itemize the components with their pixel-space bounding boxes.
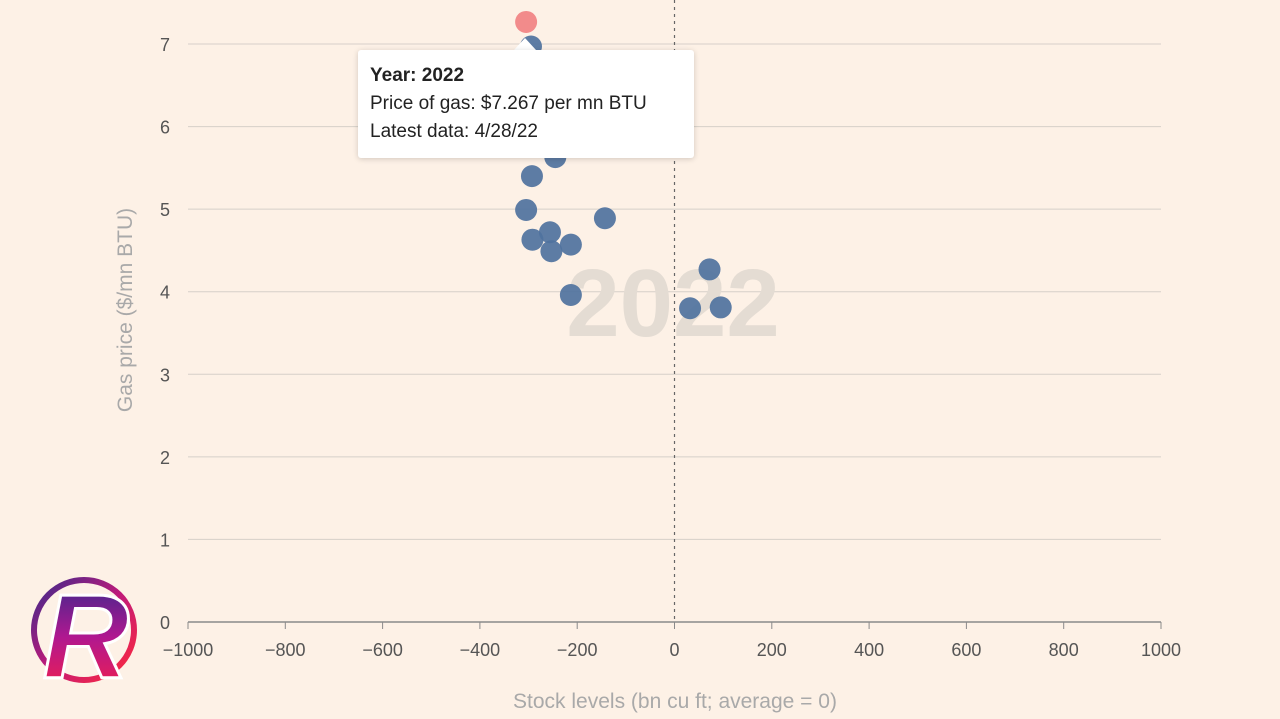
data-point <box>540 240 563 263</box>
x-tick-label: 800 <box>1049 640 1079 660</box>
x-tick-label: 200 <box>757 640 787 660</box>
data-point <box>521 228 544 251</box>
data-point <box>559 284 582 307</box>
channel-logo-icon: R <box>31 569 137 702</box>
grid-lines <box>187 43 1162 629</box>
x-tick-labels: −1000 −800 −600 −400 −200 0 200 400 600 800 1000 <box>163 640 1181 660</box>
x-tick-label: −400 <box>460 640 501 660</box>
y-axis-title: Gas price ($/mn BTU) <box>114 208 137 412</box>
x-axis-title: Stock levels (bn cu ft; average = 0) <box>513 690 837 713</box>
data-point <box>709 296 732 319</box>
x-tick-label: −200 <box>557 640 598 660</box>
data-point <box>593 207 616 230</box>
y-tick-label: 0 <box>160 613 170 633</box>
x-tick-label: −1000 <box>163 640 214 660</box>
y-tick-label: 6 <box>160 118 170 138</box>
tooltip-price: Price of gas: $7.267 per mn BTU <box>370 93 647 114</box>
data-point <box>515 198 538 221</box>
y-tick-label: 4 <box>160 283 170 303</box>
tooltip-caret <box>514 38 536 50</box>
x-tick-label: 1000 <box>1141 640 1181 660</box>
y-tick-label: 7 <box>160 35 170 55</box>
y-tick-label: 5 <box>160 200 170 220</box>
tooltip-year: Year: 2022 <box>370 65 465 86</box>
x-tick-label: 400 <box>854 640 884 660</box>
data-point <box>698 258 721 281</box>
x-tick-label: 0 <box>669 640 679 660</box>
logo-letter: R <box>43 570 130 702</box>
highlighted-data-point <box>515 10 538 33</box>
y-tick-label: 3 <box>160 365 170 385</box>
y-tick-labels: 0 1 2 3 4 5 6 7 <box>160 35 170 633</box>
x-tick-label: −600 <box>362 640 403 660</box>
tooltip-date: Latest data: 4/28/22 <box>370 121 538 142</box>
year-watermark: 2022 <box>566 250 780 357</box>
x-tick-label: −800 <box>265 640 306 660</box>
data-point <box>520 165 543 188</box>
y-tick-label: 2 <box>160 448 170 468</box>
data-tooltip: Year: 2022 Price of gas: $7.267 per mn B… <box>358 50 694 158</box>
y-tick-label: 1 <box>160 530 170 550</box>
data-point <box>538 221 561 244</box>
data-point <box>679 297 702 320</box>
x-tick-label: 600 <box>951 640 981 660</box>
data-point <box>559 233 582 256</box>
